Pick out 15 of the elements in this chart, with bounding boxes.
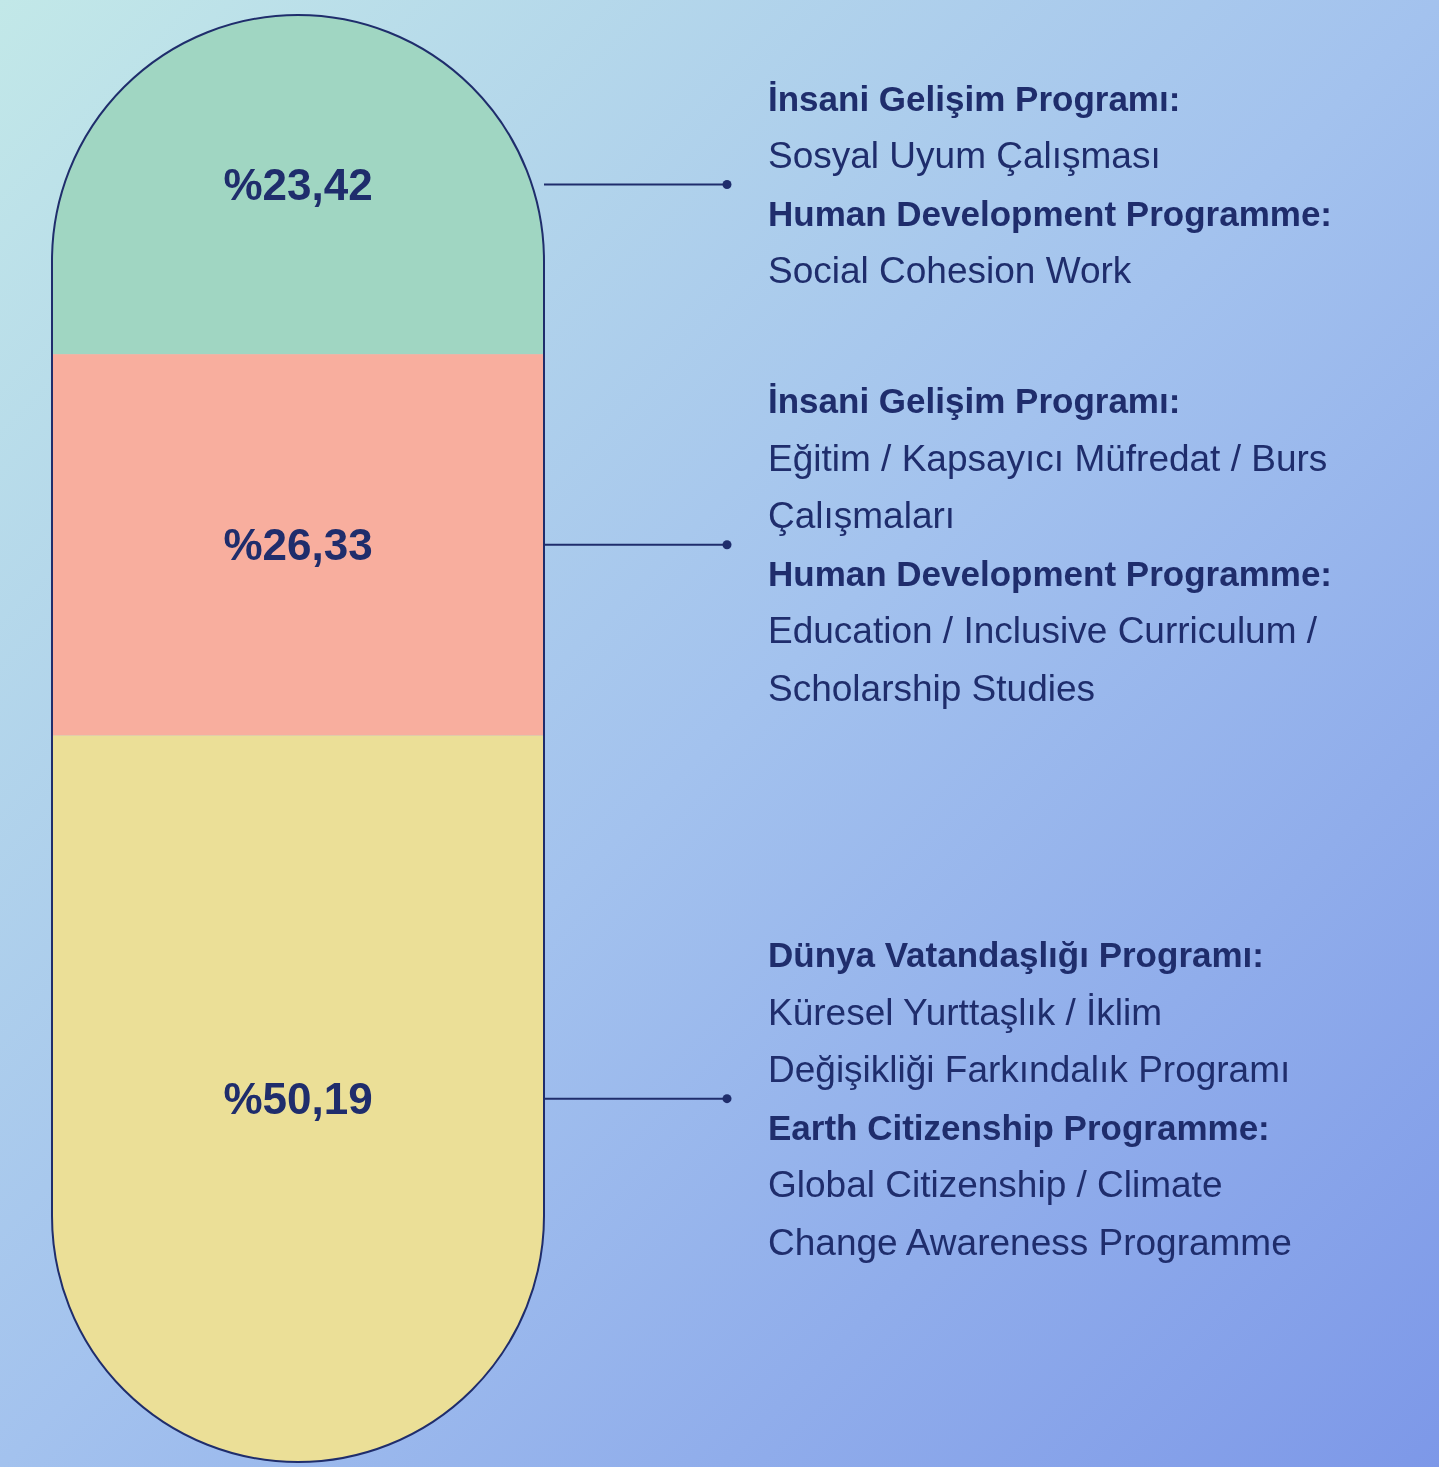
text: Küresel Yurttaşlık / İklim Değişikliği Farkındalık Programı: [768, 991, 1291, 1091]
data-label: %23,42: [223, 160, 373, 210]
text: İnsani Gelişim Programı:: [768, 381, 1181, 421]
text: Earth Citizenship Programme:: [768, 1107, 1270, 1147]
text: Dünya Vatandaşlığı Programı:: [768, 935, 1264, 975]
text: Education / Inclusive Curriculum / Scholarship Studies: [768, 610, 1318, 709]
text: Sosyal Uyum Çalışması: [768, 135, 1161, 177]
data-label: %50,19: [223, 1074, 373, 1124]
text: Global Citizenship / Climate Change Awareness Programme: [768, 1164, 1292, 1263]
text: Eğitim / Kapsayıcı Müfredat / Burs Çalışmaları: [768, 437, 1328, 537]
data-label: %26,33: [223, 520, 373, 570]
text: İnsani Gelişim Programı:: [768, 78, 1181, 118]
text: Human Development Programme:: [768, 193, 1333, 233]
text: Social Cohesion Work: [768, 250, 1132, 292]
text: Human Development Programme:: [768, 553, 1333, 593]
